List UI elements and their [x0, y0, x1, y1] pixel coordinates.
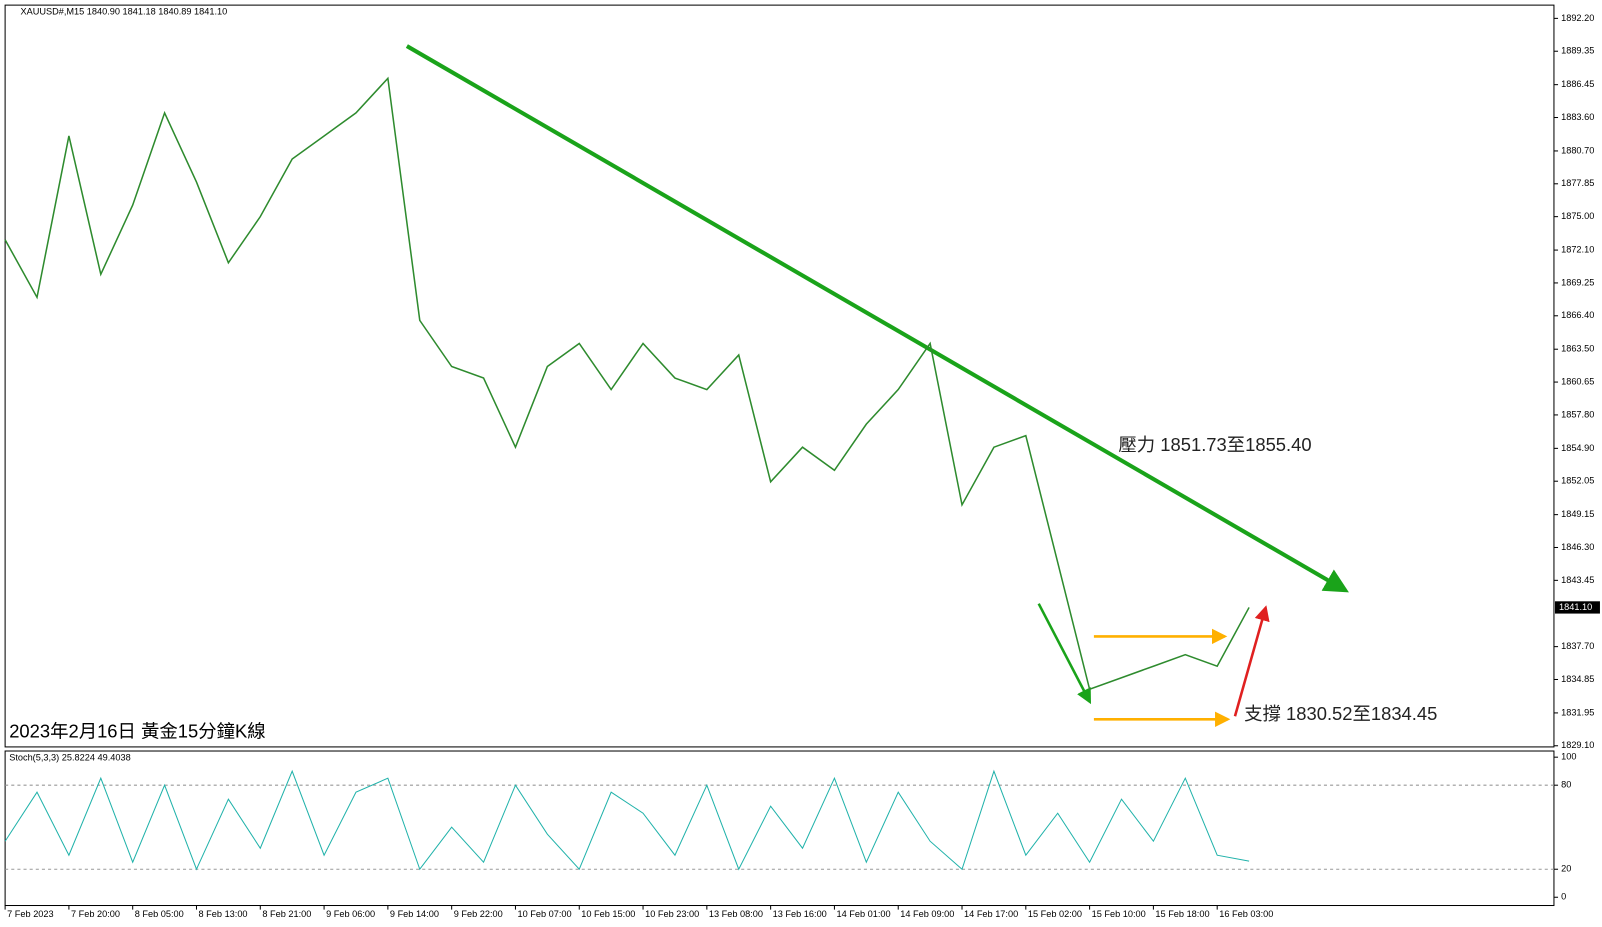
x-tick-label: 9 Feb 06:00 [326, 909, 375, 919]
y-tick-label: 1857.80 [1561, 409, 1594, 419]
y-tick-label: 1849.15 [1561, 509, 1594, 519]
down-arrow [1037, 603, 1091, 705]
y-tick-label: 1852.05 [1561, 476, 1594, 486]
x-tick-label: 10 Feb 23:00 [645, 909, 699, 919]
chart-title: XAUUSD#,M15 1840.90 1841.18 1840.89 1841… [20, 7, 227, 17]
x-tick-label: 14 Feb 17:00 [964, 909, 1018, 919]
x-tick-label: 8 Feb 13:00 [199, 909, 248, 919]
x-tick-label: 7 Feb 20:00 [71, 909, 120, 919]
y-tick-label: 1854.90 [1561, 443, 1594, 453]
x-tick-label: 14 Feb 09:00 [900, 909, 954, 919]
indicator-panel [4, 750, 1555, 907]
x-tick-label: 8 Feb 05:00 [135, 909, 184, 919]
indicator-title: Stoch(5,3,3) 25.8224 49.4038 [9, 753, 131, 763]
x-tick-label: 15 Feb 18:00 [1155, 909, 1209, 919]
y-tick-label: 1877.85 [1561, 178, 1594, 188]
main-panel [4, 4, 1555, 748]
y-tick-label: 1837.70 [1561, 641, 1594, 651]
y-tick-label: 1846.30 [1561, 542, 1594, 552]
y-tick-label: 1866.40 [1561, 310, 1594, 320]
x-tick-label: 9 Feb 14:00 [390, 909, 439, 919]
x-tick-label: 16 Feb 03:00 [1219, 909, 1273, 919]
y-tick-label: 1843.45 [1561, 575, 1594, 585]
y-tick-label: 1834.85 [1561, 674, 1594, 684]
last-price-label: 1841.10 [1559, 602, 1592, 612]
caption: 2023年2月16日 黃金15分鐘K線 [9, 720, 265, 741]
x-tick-label: 13 Feb 16:00 [773, 909, 827, 919]
stoch-line [4, 769, 1250, 871]
y-tick-label: 1860.65 [1561, 377, 1594, 387]
y-tick-label: 1831.95 [1561, 707, 1594, 717]
y-tick-label: 1829.10 [1561, 740, 1594, 750]
x-tick-label: 15 Feb 10:00 [1092, 909, 1146, 919]
resistance-label: 壓力 1851.73至1855.40 [1118, 434, 1311, 455]
y-tick-label: 1869.25 [1561, 277, 1594, 287]
y-tick-label: 1886.45 [1561, 79, 1594, 89]
x-tick-label: 7 Feb 2023 [7, 909, 53, 919]
price-line [4, 76, 1250, 691]
up-arrow [1233, 605, 1270, 717]
y-tick-label: 1875.00 [1561, 211, 1594, 221]
y-tick-label: 0 [1561, 892, 1566, 902]
y-tick-label: 1889.35 [1561, 46, 1594, 56]
y-tick-label: 1892.20 [1561, 13, 1594, 23]
trend-line [405, 44, 1349, 593]
y-tick-label: 1883.60 [1561, 112, 1594, 122]
y-tick-label: 20 [1561, 864, 1571, 874]
x-tick-label: 8 Feb 21:00 [262, 909, 311, 919]
support-label: 支撐 1830.52至1834.45 [1244, 703, 1437, 724]
last-price-box [1554, 601, 1600, 614]
x-tick-label: 9 Feb 22:00 [454, 909, 503, 919]
x-tick-label: 14 Feb 01:00 [836, 909, 890, 919]
y-tick-label: 1880.70 [1561, 145, 1594, 155]
y-tick-label: 80 [1561, 780, 1571, 790]
x-tick-label: 10 Feb 15:00 [581, 909, 635, 919]
x-tick-label: 13 Feb 08:00 [709, 909, 763, 919]
x-tick-label: 10 Feb 07:00 [518, 909, 572, 919]
x-tick-label: 15 Feb 02:00 [1028, 909, 1082, 919]
y-tick-label: 1863.50 [1561, 344, 1594, 354]
y-tick-label: 1872.10 [1561, 245, 1594, 255]
y-tick-label: 100 [1561, 752, 1576, 762]
